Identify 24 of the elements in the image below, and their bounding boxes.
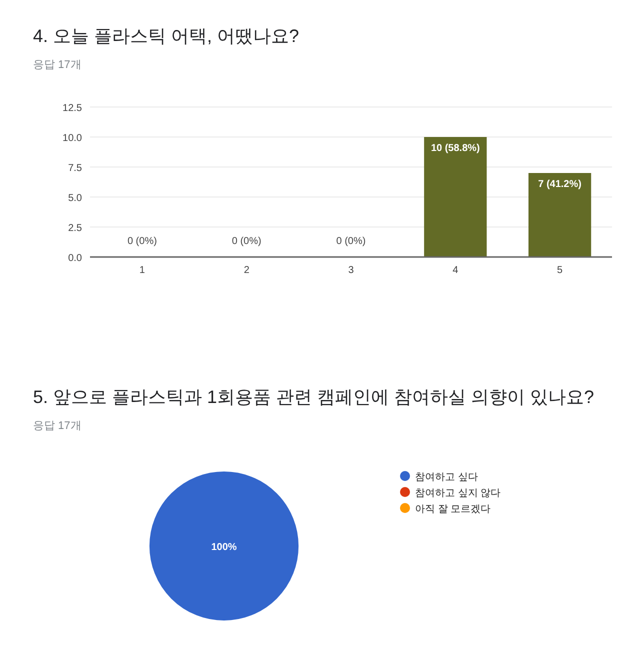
data-label: 0 (0%) [232, 236, 262, 247]
text: 응답 17개 [33, 420, 82, 432]
data-label: 0 (0%) [127, 236, 157, 247]
legend-label: 참여하고 싶지 않다 [415, 488, 501, 499]
y-tick-label: 0.0 [68, 253, 82, 264]
legend-label: 참여하고 싶다 [415, 472, 478, 483]
data-label: 0 (0%) [336, 236, 366, 247]
data-label: 7 (41.2%) [538, 179, 582, 190]
x-tick-label: 1 [139, 265, 146, 276]
y-tick-label: 7.5 [68, 163, 82, 174]
y-tick-label: 5.0 [68, 193, 82, 204]
y-tick-label: 2.5 [68, 223, 82, 234]
x-tick-label: 2 [244, 265, 250, 276]
x-tick-label: 3 [348, 265, 354, 276]
chart-title: 5. 앞으로 플라스틱과 1회용품 관련 캠페인에 참여하실 의향이 있나요? [33, 387, 594, 407]
data-label: 100% [211, 542, 237, 553]
legend-label: 아직 잘 모르겠다 [415, 504, 491, 515]
y-tick-label: 12.5 [62, 103, 82, 114]
x-tick-label: 5 [557, 265, 564, 276]
chart-title: 4. 오늘 플라스틱 어택, 어땠나요? [33, 26, 300, 46]
y-tick-label: 10.0 [62, 133, 82, 144]
chart-subtitle: 응답 17개 [33, 59, 82, 71]
data-label: 10 (58.8%) [430, 143, 480, 154]
x-tick-label: 4 [452, 265, 459, 276]
